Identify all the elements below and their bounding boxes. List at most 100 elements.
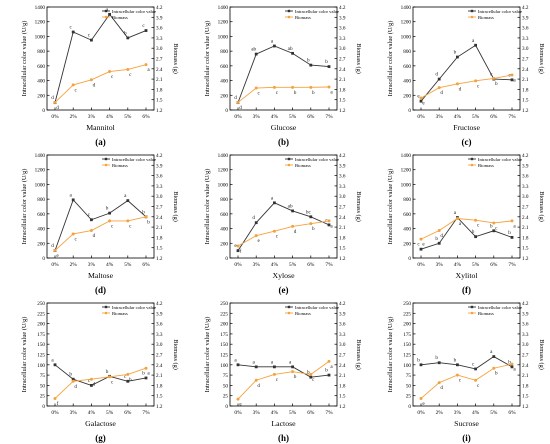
biomass-significance-label: d — [294, 229, 297, 235]
panel-label: (i) — [462, 433, 471, 443]
biomass-point — [272, 85, 276, 89]
biomass-significance-label: a — [513, 367, 516, 373]
biomass-point — [144, 63, 148, 67]
color-value-significance-label: a — [253, 359, 256, 365]
legend-marker-biomass — [104, 311, 108, 315]
x-tick-label: 6% — [307, 410, 315, 416]
y1-axis-title: Intracellular color value (U/g) — [21, 21, 28, 97]
color-value-point — [90, 38, 93, 42]
color-value-point — [126, 199, 130, 203]
color-value-point — [126, 36, 130, 40]
y1-tick-label: 1400 — [35, 153, 46, 159]
biomass-significance-label: c — [459, 378, 462, 384]
x-tick-label: 7% — [325, 410, 333, 416]
biomass-significance-label: d — [257, 383, 260, 389]
y2-tick-label: 2.7 — [339, 353, 346, 359]
x-tick-label: 5% — [124, 262, 132, 268]
y2-tick-label: 3.3 — [339, 36, 346, 42]
y2-tick-label: 3.9 — [156, 15, 163, 21]
panel-label: (b) — [278, 137, 289, 147]
color-value-significance-label: b — [454, 50, 457, 56]
y1-tick-label: 0 — [42, 404, 45, 410]
biomass-point — [291, 224, 295, 228]
biomass-significance-label: c — [276, 90, 279, 96]
legend-label-biomass: Biomass — [295, 163, 311, 168]
y2-tick-label: 2.4 — [522, 363, 529, 369]
y2-tick-label: 1.5 — [339, 98, 346, 104]
x-tick-label: 4% — [454, 114, 462, 120]
color-value-significance-label: b — [106, 206, 109, 212]
y2-tick-label: 2.7 — [156, 205, 163, 211]
legend-label-color-value: Intracellular color value — [112, 157, 156, 162]
y1-axis-title: Intracellular color value (U/g) — [387, 169, 394, 245]
color-value-significance-label: b — [490, 223, 493, 229]
y2-tick-label: 1.5 — [339, 246, 346, 252]
legend-marker-color-value — [287, 157, 291, 161]
color-value-significance-label: ab — [288, 203, 293, 209]
color-value-point — [474, 367, 477, 371]
y1-tick-label: 400 — [220, 227, 228, 233]
biomass-point — [492, 76, 496, 80]
color-value-significance-label: c — [88, 378, 91, 384]
x-tick-label: 3% — [436, 114, 444, 120]
color-value-line — [237, 45, 330, 103]
y1-tick-label: 225 — [220, 311, 228, 317]
color-value-line — [420, 356, 513, 370]
biomass-significance-label: c — [312, 377, 315, 383]
x-axis-title: Fructose — [453, 123, 480, 132]
biomass-point — [455, 82, 459, 86]
y2-tick-label: 2.4 — [156, 67, 163, 73]
y1-tick-label: 600 — [37, 64, 45, 70]
biomass-significance-label: b — [495, 371, 498, 377]
biomass-significance-label: c — [477, 83, 480, 89]
color-value-significance-label: a — [271, 195, 274, 201]
y2-tick-label: 3.6 — [339, 322, 346, 328]
y2-tick-label: 1.8 — [339, 383, 346, 389]
y1-tick-label: 200 — [220, 322, 228, 328]
color-value-line — [54, 199, 147, 251]
y1-tick-label: 200 — [220, 93, 228, 99]
biomass-significance-label: a — [330, 89, 333, 95]
biomass-point — [89, 229, 93, 233]
legend-marker-color-value — [104, 305, 108, 309]
y2-tick-label: 2.7 — [522, 57, 529, 63]
color-value-point — [437, 77, 441, 81]
y1-tick-label: 50 — [40, 383, 46, 389]
y1-tick-label: 400 — [37, 227, 45, 233]
biomass-point — [419, 396, 423, 400]
y2-tick-label: 4.2 — [339, 5, 346, 11]
color-value-point — [456, 363, 459, 367]
y2-tick-label: 1.5 — [522, 394, 529, 400]
biomass-point — [474, 218, 478, 222]
y2-tick-label: 3.3 — [156, 184, 163, 190]
y2-tick-label: 3.0 — [339, 194, 346, 200]
y2-tick-label: 3.3 — [156, 36, 163, 42]
plot-frame — [412, 154, 521, 259]
color-value-significance-label: c — [88, 212, 91, 218]
legend-marker-color-value — [470, 305, 474, 309]
y2-tick-label: 1.2 — [339, 108, 346, 114]
panel-g: 0 25 50 75 100 125 150 175 200 225 250 1.2 1.5 1.8 2.1… — [21, 301, 179, 443]
color-value-significance-label: d — [252, 215, 255, 221]
y1-tick-label: 175 — [403, 332, 411, 338]
legend-label-color-value: Intracellular color value — [112, 305, 156, 310]
biomass-line — [420, 363, 513, 399]
x-tick-label: 3% — [88, 114, 96, 120]
biomass-point — [254, 378, 258, 382]
y1-tick-label: 400 — [403, 79, 411, 85]
biomass-point — [89, 377, 93, 381]
x-tick-label: 7% — [142, 410, 150, 416]
biomass-point — [291, 370, 295, 374]
legend-label-color-value: Intracellular color value — [478, 9, 522, 14]
biomass-point — [254, 234, 258, 238]
biomass-point — [510, 73, 514, 77]
y1-tick-label: 1000 — [218, 34, 229, 40]
biomass-significance-label: a — [147, 67, 150, 73]
color-value-significance-label: d — [234, 95, 237, 101]
color-value-point — [273, 201, 276, 205]
y2-tick-label: 4.2 — [156, 5, 163, 11]
color-value-significance-label: c — [417, 242, 420, 248]
y1-tick-label: 800 — [37, 197, 45, 203]
